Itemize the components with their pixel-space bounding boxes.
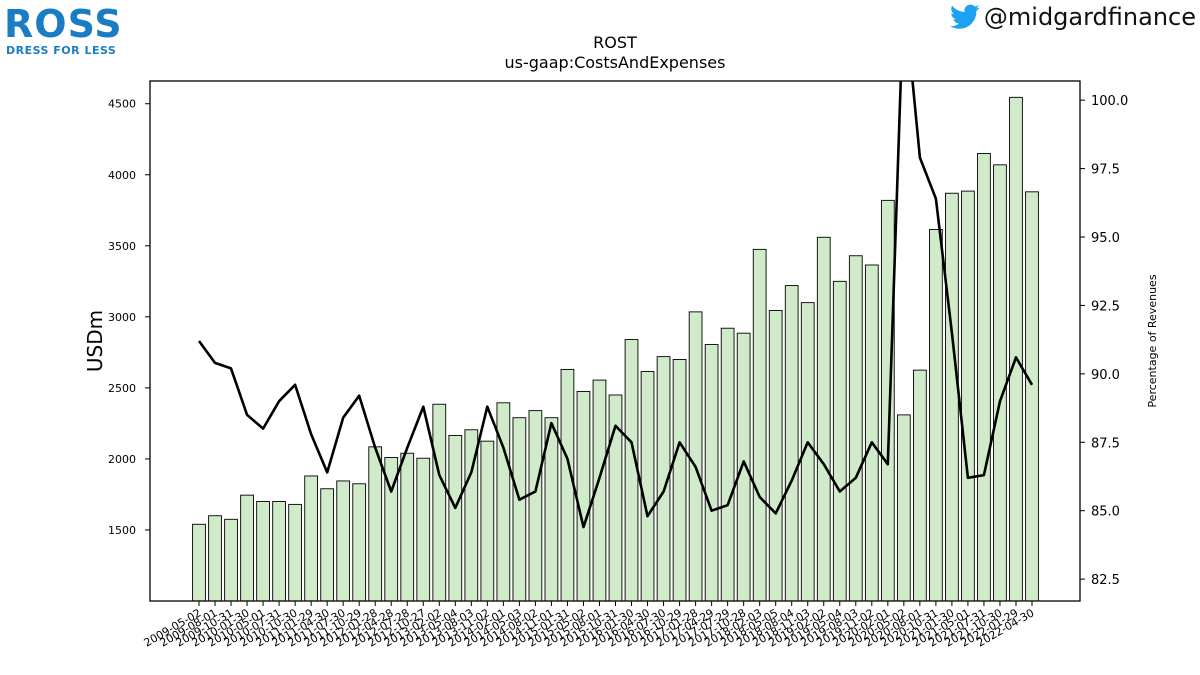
y2-tick-label: 87.5 [1091, 436, 1120, 451]
y2-tick-label: 85.0 [1091, 505, 1120, 520]
bar [256, 501, 270, 601]
bar [304, 475, 318, 601]
bar [288, 503, 302, 601]
bar [336, 480, 351, 601]
bar [864, 264, 879, 601]
bar [448, 435, 463, 601]
bar [913, 369, 927, 601]
bar [528, 410, 543, 601]
y-tick-label: 1500 [108, 524, 136, 537]
y2-tick-label: 82.5 [1091, 573, 1120, 588]
y2-tick-label: 92.5 [1091, 299, 1120, 314]
twitter-handle-text: @midgardfinance [983, 3, 1196, 31]
bar [560, 368, 575, 601]
y2-tick-label: 97.5 [1091, 163, 1120, 178]
bar [961, 190, 975, 601]
twitter-bird-icon [949, 4, 980, 29]
bar [368, 446, 383, 601]
bar [720, 327, 735, 601]
bar [576, 390, 591, 601]
bar [688, 311, 703, 601]
ross-logo: ROSS DRESS FOR LESS [4, 4, 144, 60]
logo-wordmark: ROSS [4, 2, 123, 46]
bar [224, 518, 238, 601]
bar [432, 403, 447, 601]
y-tick-label: 3000 [108, 311, 136, 324]
bar [977, 153, 991, 601]
twitter-handle: @midgardfinance [949, 0, 1196, 34]
y2-tick-label: 100.0 [1091, 94, 1128, 109]
y-axis-label-left: USDm [83, 310, 107, 372]
y-tick-label: 3500 [108, 240, 136, 253]
bar [352, 483, 367, 601]
y2-tick-label: 95.0 [1091, 231, 1120, 246]
bar [640, 371, 655, 601]
y-axis-left: 1500 2000 2500 3000 3500 4000 4500 [108, 98, 150, 537]
bar [880, 199, 895, 601]
bar [848, 255, 863, 601]
y-axis-right: 82.5 85.0 87.5 90.0 92.5 95.0 97.5 100.0 [1080, 94, 1128, 588]
bar [592, 379, 607, 601]
bar [656, 356, 671, 601]
bar [784, 285, 799, 601]
bar [400, 452, 415, 601]
bar [416, 457, 431, 601]
y-tick-label: 4000 [108, 169, 136, 182]
bar [320, 488, 335, 601]
bar [816, 236, 831, 601]
y-tick-label: 2500 [108, 382, 136, 395]
bar [208, 515, 222, 601]
bar [1009, 96, 1023, 601]
bar [384, 457, 399, 601]
y2-tick-label: 90.0 [1091, 368, 1120, 383]
bar [512, 417, 527, 601]
bar [624, 339, 639, 601]
y-tick-label: 4500 [108, 98, 136, 111]
bar [704, 344, 719, 601]
bar [945, 192, 959, 601]
bar [608, 394, 623, 601]
bar [736, 332, 751, 601]
logo-tagline: DRESS FOR LESS [6, 44, 117, 57]
bar [272, 501, 286, 601]
x-axis: 2009-05-022009-08-012009-10-312010-01-30… [142, 601, 1037, 650]
bar [464, 429, 479, 601]
bar [544, 417, 559, 601]
y-axis-label-right: Percentage of Revenues [1146, 274, 1159, 407]
bar [480, 440, 495, 601]
bar [929, 229, 943, 601]
bar [832, 280, 847, 601]
bar [768, 310, 783, 601]
chart-subtitle: us-gaap:CostsAndExpenses [505, 53, 726, 72]
bar [192, 523, 206, 601]
bar [896, 414, 911, 601]
bar [672, 359, 687, 601]
pct-revenue-line [197, 81, 1034, 529]
bar [1025, 191, 1039, 601]
bar [993, 164, 1007, 601]
chart-title: ROST [593, 33, 637, 52]
bar [496, 402, 511, 601]
bar [752, 248, 767, 601]
bar [240, 494, 254, 601]
y-tick-label: 2000 [108, 453, 136, 466]
bars-layer [192, 96, 1039, 601]
line-layer [197, 81, 1034, 529]
